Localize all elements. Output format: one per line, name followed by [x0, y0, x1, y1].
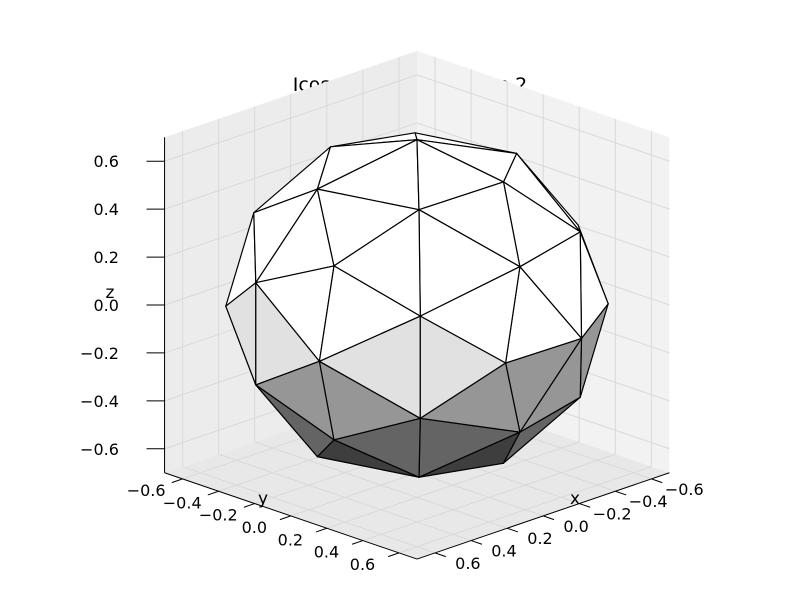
x-tick-label: −0.6	[665, 480, 704, 499]
y-tick-label: 0.6	[350, 555, 375, 574]
y-tick	[351, 540, 364, 545]
grid-wall-z2	[164, 74, 418, 162]
z-tick-label: −0.6	[80, 440, 119, 459]
z-tick-label: 0.4	[93, 200, 118, 219]
y-tick-label: 0.2	[278, 530, 303, 549]
z-tick-label: −0.2	[80, 344, 119, 363]
grid-wall-z1	[416, 74, 670, 162]
y-tick	[315, 527, 328, 533]
x-tick-label: 0.4	[491, 541, 516, 560]
axes-ticks: −0.6−0.4−0.20.00.20.40.6−0.6−0.4−0.20.00…	[80, 137, 704, 574]
grid-floor-y	[326, 441, 580, 529]
x-tick-label: −0.2	[593, 504, 632, 523]
y-tick	[243, 503, 255, 508]
x-tick-label: 0.0	[563, 517, 588, 536]
y-tick-label: 0.4	[314, 543, 339, 562]
z-tick-label: 0.0	[93, 296, 118, 315]
y-tick	[387, 552, 400, 558]
z-tick-label: 0.6	[93, 152, 118, 171]
y-tick-label: −0.4	[163, 493, 202, 512]
y-tick-label: 0.0	[242, 518, 267, 537]
grid-wall-z1	[416, 122, 670, 210]
y-tick	[171, 478, 183, 484]
y-tick	[207, 490, 219, 496]
grid-floor-y	[362, 453, 616, 542]
icosphere-mesh	[225, 132, 609, 478]
y-tick	[279, 515, 291, 521]
x-tick-label: −0.4	[629, 492, 668, 511]
x-tick	[506, 527, 519, 533]
x-tick	[434, 552, 447, 558]
x-tick	[615, 490, 627, 496]
grid-wall-z2	[164, 122, 418, 210]
x-tick-label: 0.6	[455, 554, 480, 573]
y-axis-label: y	[258, 489, 268, 509]
z-tick-label: −0.4	[80, 392, 119, 411]
y-tick-label: −0.6	[127, 481, 166, 500]
x-axis-label: x	[570, 489, 580, 509]
y-tick-label: −0.2	[199, 506, 238, 525]
x-tick	[543, 515, 555, 521]
x-tick	[470, 540, 483, 545]
x-tick	[579, 503, 591, 508]
grid-floor-y	[398, 466, 652, 554]
x-tick	[651, 478, 663, 484]
x-tick-label: 0.2	[527, 529, 552, 548]
z-axis-label: z	[106, 283, 115, 303]
mesh-face	[318, 265, 421, 362]
mesh-face	[419, 315, 507, 419]
z-tick-label: 0.2	[93, 248, 118, 267]
